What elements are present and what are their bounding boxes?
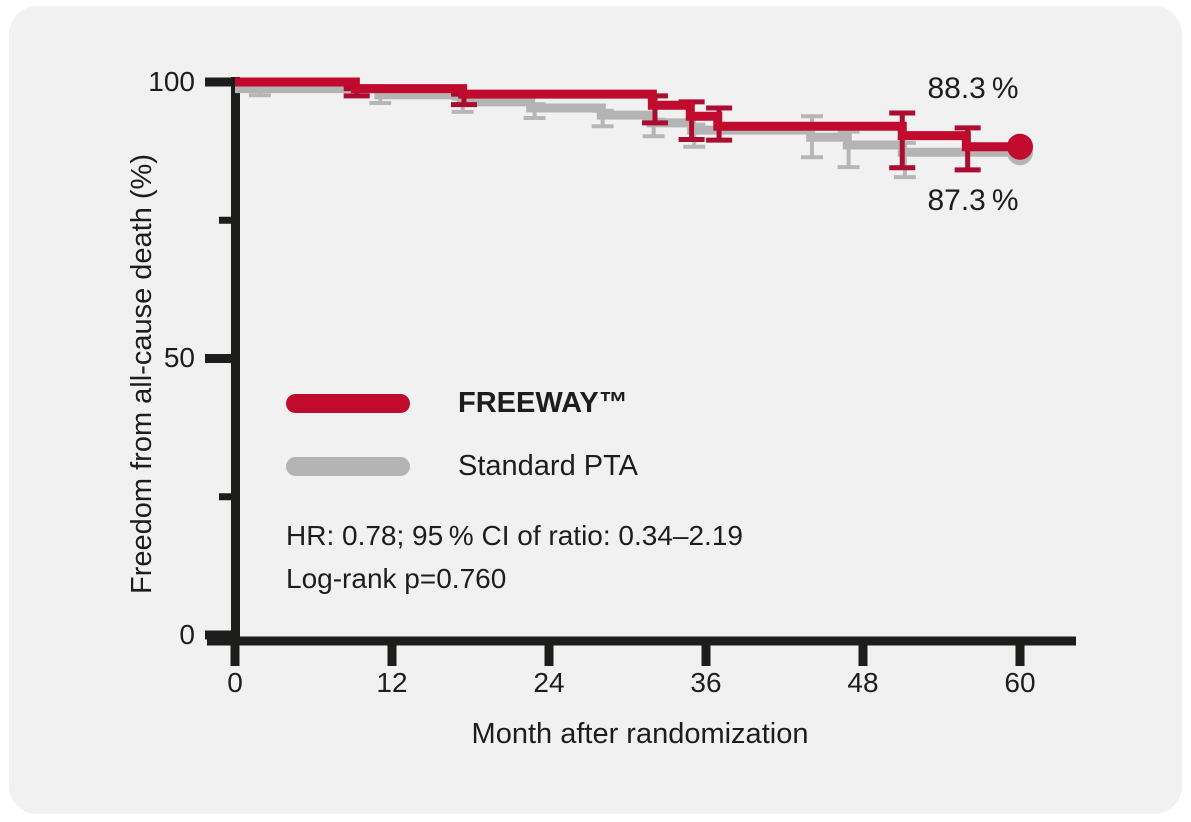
y-tick-label-50: 50 (163, 342, 195, 373)
x-tick-label-24: 24 (533, 667, 565, 698)
standard-pta-error-bars (248, 83, 916, 180)
x-tick-label-48: 48 (847, 667, 879, 698)
freeway-curve (235, 77, 1020, 152)
x-tick-label-36: 36 (690, 667, 722, 698)
legend-swatch-freeway (286, 394, 410, 413)
legend-label-freeway: FREEWAY™ (458, 387, 628, 419)
y-tick-label-0: 0 (179, 619, 195, 650)
legend-label-standard-pta: Standard PTA (458, 450, 639, 482)
freeway-end-dot (1007, 133, 1033, 160)
axes (205, 77, 1076, 666)
y-tick-label-100: 100 (148, 66, 195, 97)
chart-card (9, 6, 1182, 814)
stats-logrank-line: Log-rank p=0.760 (286, 563, 507, 594)
x-tick-label-60: 60 (1004, 667, 1036, 698)
legend-swatch-standard-pta (286, 457, 410, 476)
x-tick-label-12: 12 (376, 667, 408, 698)
x-tick-label-0: 0 (227, 667, 243, 698)
stats-hr-line: HR: 0.78; 95 % CI of ratio: 0.34–2.19 (286, 520, 743, 551)
x-axis-title: Month after randomization (471, 718, 809, 750)
endpoint-label-standard-pta: 87.3 % (927, 184, 1019, 217)
stats-block: HR: 0.78; 95 % CI of ratio: 0.34–2.19 Lo… (286, 514, 743, 600)
y-axis-title: Freedom from all-cause death (%) (126, 154, 158, 594)
endpoint-label-freeway: 88.3 % (927, 72, 1019, 105)
